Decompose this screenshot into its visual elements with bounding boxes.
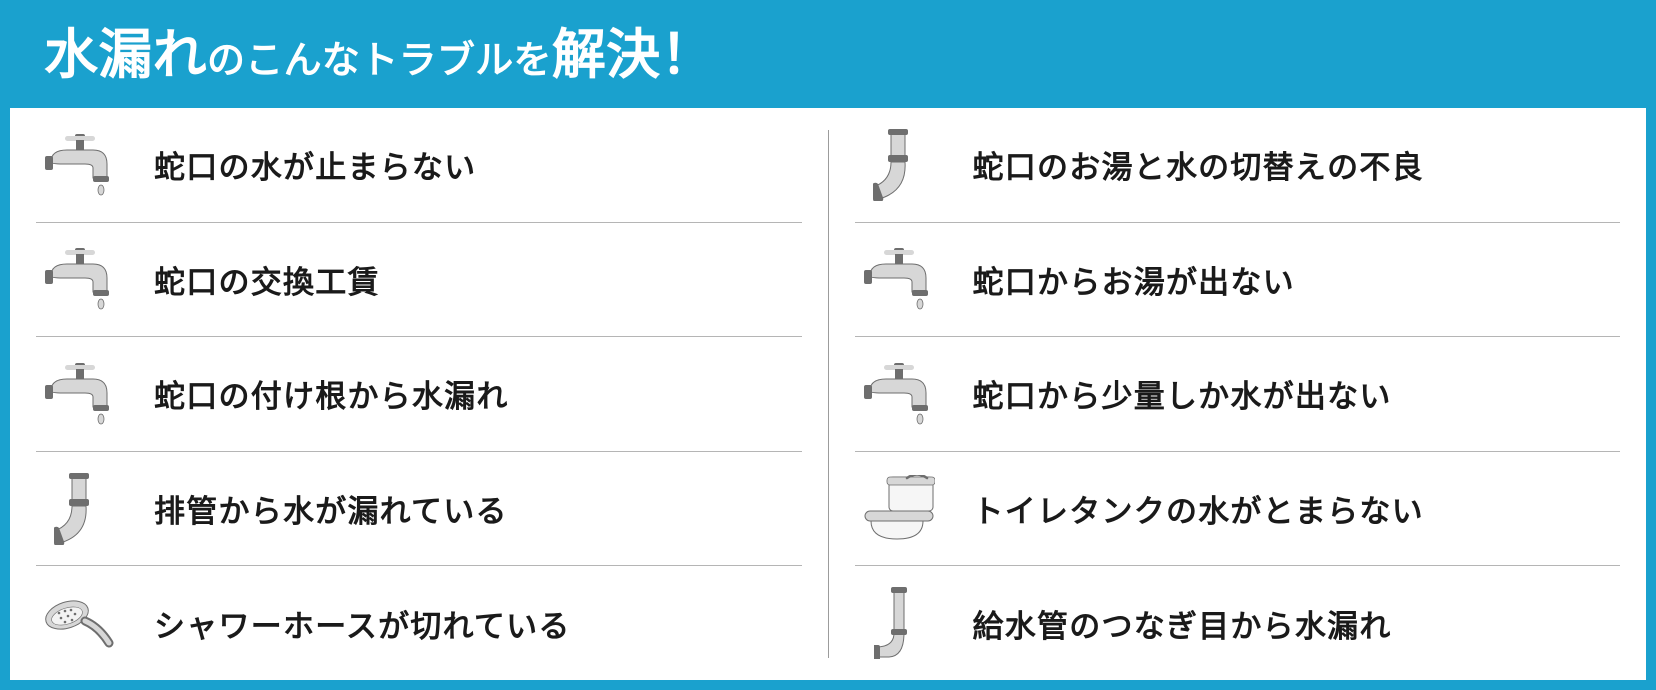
- columns: 蛇口の水が止まらない 蛇口の交換工賃 蛇口の付け根から水漏れ 排管から水が漏れて…: [10, 108, 1646, 680]
- list-item: 蛇口の交換工賃: [36, 222, 802, 337]
- item-label: 蛇口からお湯が出ない: [973, 257, 1295, 302]
- pipe-icon: [42, 471, 118, 547]
- trouble-panel: 水漏れのこんなトラブルを解決！ 蛇口の水が止まらない 蛇口の交換工賃: [0, 0, 1656, 690]
- list-item: 蛇口からお湯が出ない: [855, 222, 1621, 337]
- item-label: 蛇口の付け根から水漏れ: [154, 371, 509, 416]
- item-label: 蛇口から少量しか水が出ない: [973, 371, 1392, 416]
- header-part-3: 解決！: [552, 25, 715, 85]
- list-item: 蛇口のお湯と水の切替えの不良: [855, 108, 1621, 222]
- right-column: 蛇口のお湯と水の切替えの不良 蛇口からお湯が出ない 蛇口から少量しか水が出ない …: [829, 108, 1647, 680]
- pipe-icon: [861, 127, 937, 203]
- list-item: 蛇口の付け根から水漏れ: [36, 336, 802, 451]
- left-column: 蛇口の水が止まらない 蛇口の交換工賃 蛇口の付け根から水漏れ 排管から水が漏れて…: [10, 108, 828, 680]
- list-item: 蛇口から少量しか水が出ない: [855, 336, 1621, 451]
- shower-icon: [42, 585, 118, 661]
- item-label: トイレタンクの水がとまらない: [973, 486, 1424, 531]
- faucet-icon: [861, 356, 937, 432]
- list-item: 給水管のつなぎ目から水漏れ: [855, 565, 1621, 680]
- faucet-icon: [42, 356, 118, 432]
- item-label: シャワーホースが切れている: [154, 601, 571, 646]
- toilet-icon: [861, 471, 937, 547]
- item-label: 蛇口の水が止まらない: [154, 142, 476, 187]
- item-label: 蛇口のお湯と水の切替えの不良: [973, 142, 1424, 187]
- item-label: 蛇口の交換工賃: [154, 257, 380, 302]
- header-part-2: のこんなトラブルを: [207, 40, 552, 82]
- list-item: トイレタンクの水がとまらない: [855, 451, 1621, 566]
- faucet-icon: [861, 241, 937, 317]
- faucet-icon: [42, 241, 118, 317]
- pipe2-icon: [861, 585, 937, 661]
- panel-header: 水漏れのこんなトラブルを解決！: [10, 10, 1646, 108]
- header-part-1: 水漏れ: [44, 25, 207, 85]
- list-item: 排管から水が漏れている: [36, 451, 802, 566]
- item-label: 給水管のつなぎ目から水漏れ: [973, 601, 1392, 646]
- list-item: 蛇口の水が止まらない: [36, 108, 802, 222]
- faucet-icon: [42, 127, 118, 203]
- item-label: 排管から水が漏れている: [154, 486, 508, 531]
- list-item: シャワーホースが切れている: [36, 565, 802, 680]
